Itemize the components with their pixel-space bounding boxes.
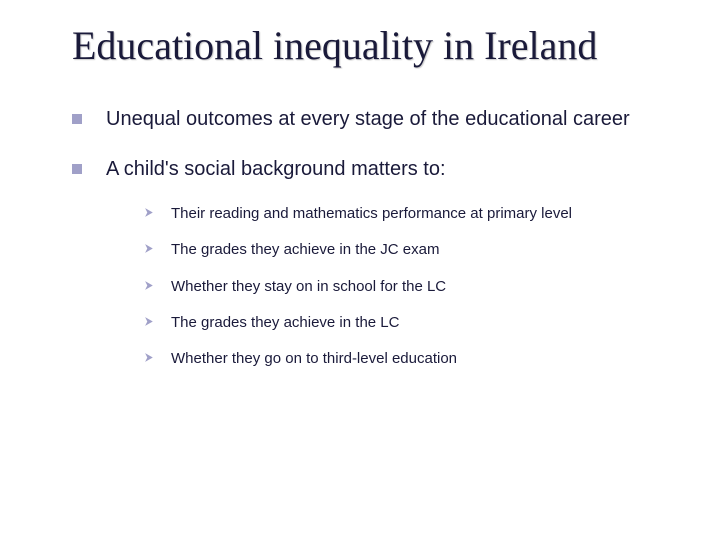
- square-bullet-icon: [72, 111, 82, 121]
- slide-title: Educational inequality in Ireland: [72, 24, 664, 68]
- sub-bullet-list: Their reading and mathematics performanc…: [144, 204, 664, 369]
- bullet-text: A child's social background matters to:: [106, 154, 446, 184]
- sub-bullet-text: The grades they achieve in the LC: [171, 313, 399, 333]
- sub-bullet-item: Whether they stay on in school for the L…: [144, 277, 664, 297]
- bullet-item: A child's social background matters to:: [72, 154, 664, 184]
- sub-bullet-item: Whether they go on to third-level educat…: [144, 349, 664, 369]
- chevron-bullet-icon: [144, 316, 155, 327]
- chevron-bullet-icon: [144, 280, 155, 291]
- chevron-bullet-icon: [144, 352, 155, 363]
- sub-bullet-item: The grades they achieve in the JC exam: [144, 240, 664, 260]
- sub-bullet-text: Whether they stay on in school for the L…: [171, 277, 446, 297]
- sub-bullet-text: Whether they go on to third-level educat…: [171, 349, 457, 369]
- chevron-bullet-icon: [144, 207, 155, 218]
- sub-bullet-item: Their reading and mathematics performanc…: [144, 204, 664, 224]
- slide: Educational inequality in Ireland Unequa…: [0, 0, 720, 409]
- sub-bullet-text: The grades they achieve in the JC exam: [171, 240, 439, 260]
- sub-bullet-item: The grades they achieve in the LC: [144, 313, 664, 333]
- bullet-item: Unequal outcomes at every stage of the e…: [72, 104, 664, 134]
- sub-bullet-text: Their reading and mathematics performanc…: [171, 204, 572, 224]
- chevron-bullet-icon: [144, 243, 155, 254]
- bullet-text: Unequal outcomes at every stage of the e…: [106, 104, 630, 134]
- square-bullet-icon: [72, 161, 82, 171]
